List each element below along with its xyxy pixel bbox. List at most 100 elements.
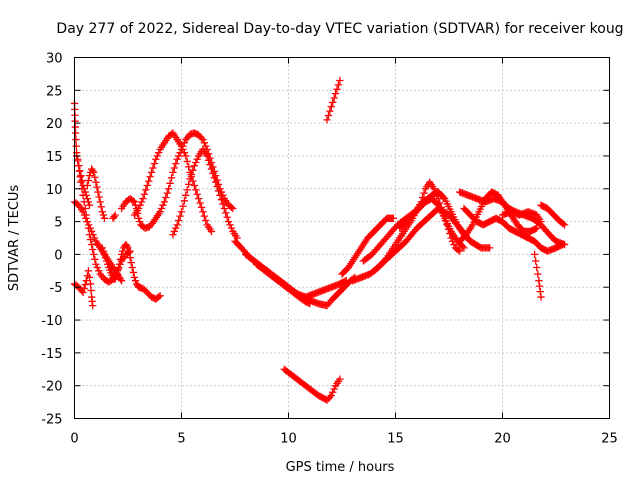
data-point [207, 165, 216, 173]
ticks: 0 5 10 15 20 25 -25 -20 -15 -10 -5 0 5 10 15 20 25 30 [41, 52, 618, 447]
data-point [129, 268, 137, 277]
data-point [196, 199, 204, 207]
series-arc-11 [231, 237, 359, 310]
data-point [214, 187, 223, 195]
data-point [83, 217, 91, 226]
data-point [194, 194, 203, 203]
data-point [216, 191, 224, 199]
series-arc-25 [530, 250, 545, 301]
data-point [86, 235, 95, 244]
data-point [530, 250, 539, 259]
series-arc-23 [460, 204, 567, 255]
data-point [486, 244, 494, 252]
data-point [87, 240, 96, 249]
data-point [179, 202, 187, 210]
data-point [197, 203, 206, 212]
data-point [85, 273, 94, 282]
data-point [84, 267, 93, 275]
data-point [117, 277, 126, 285]
data-point [537, 293, 545, 301]
data-point [202, 142, 210, 150]
data-point [71, 129, 80, 137]
data-point [86, 280, 95, 288]
data-point [229, 204, 237, 213]
data-point [142, 186, 150, 194]
y-tick-label: -5 [50, 281, 63, 296]
data-point [557, 241, 565, 249]
data-point [220, 204, 228, 213]
data-point [95, 193, 103, 201]
data-point [128, 263, 136, 272]
y-tick-label: 30 [46, 52, 63, 67]
data-point [433, 200, 441, 208]
data-point [184, 180, 193, 189]
data-point [183, 186, 191, 194]
y-tick-label: -10 [41, 314, 62, 329]
data-point [85, 171, 94, 180]
data-point [124, 244, 132, 252]
data-point [89, 245, 97, 254]
data-point [180, 197, 189, 205]
y-tick-label: -20 [41, 380, 62, 395]
data-point [137, 198, 146, 206]
data-point [212, 178, 220, 186]
y-tick-label: -25 [41, 413, 62, 428]
data-point [102, 257, 111, 265]
y-axis-label: SDTVAR / TECUs [7, 185, 22, 292]
data-point [78, 176, 86, 185]
data-point [173, 155, 181, 163]
data-point [183, 157, 191, 166]
data-point [101, 254, 110, 262]
data-point [90, 250, 98, 259]
data-point [560, 221, 569, 229]
data-point [96, 198, 104, 206]
data-point [94, 188, 102, 196]
series-arc-13 [252, 260, 314, 308]
data-point [190, 162, 198, 170]
data-point [99, 211, 108, 219]
data-point [324, 111, 333, 120]
series-arc-15 [323, 76, 344, 124]
data-point [336, 76, 344, 85]
data-point [174, 152, 183, 160]
data-point [330, 385, 338, 393]
data-point [306, 299, 314, 308]
y-tick-label: 5 [54, 216, 62, 231]
data-point [193, 155, 201, 163]
data-point [79, 181, 87, 190]
series-arc-17 [349, 178, 464, 285]
data-point [82, 191, 90, 199]
data-point [192, 129, 200, 138]
data-point [163, 189, 171, 197]
data-point [531, 225, 540, 233]
data-point [535, 277, 543, 285]
data-point [217, 188, 226, 196]
data-point [192, 158, 200, 167]
data-point [532, 257, 540, 265]
data-point [200, 139, 208, 147]
data-point [187, 170, 196, 179]
data-point [236, 242, 244, 251]
data-point [172, 224, 180, 232]
data-point [100, 214, 109, 222]
data-point [149, 164, 157, 172]
data-point [87, 286, 95, 295]
data-point [174, 216, 183, 225]
data-point [533, 224, 541, 232]
data-point [224, 217, 233, 226]
data-point [100, 250, 109, 259]
data-point [222, 209, 230, 217]
data-point [420, 189, 428, 197]
grid [74, 57, 610, 419]
data-point [72, 135, 80, 144]
data-point [153, 152, 161, 160]
data-point [84, 198, 93, 206]
data-point [136, 201, 144, 209]
data-point [200, 212, 208, 220]
data-point [114, 265, 123, 273]
data-point [99, 247, 108, 255]
y-tick-label: 20 [46, 117, 63, 132]
data-point [210, 174, 218, 182]
y-tick-label: 0 [54, 248, 62, 263]
data-point [115, 260, 124, 268]
